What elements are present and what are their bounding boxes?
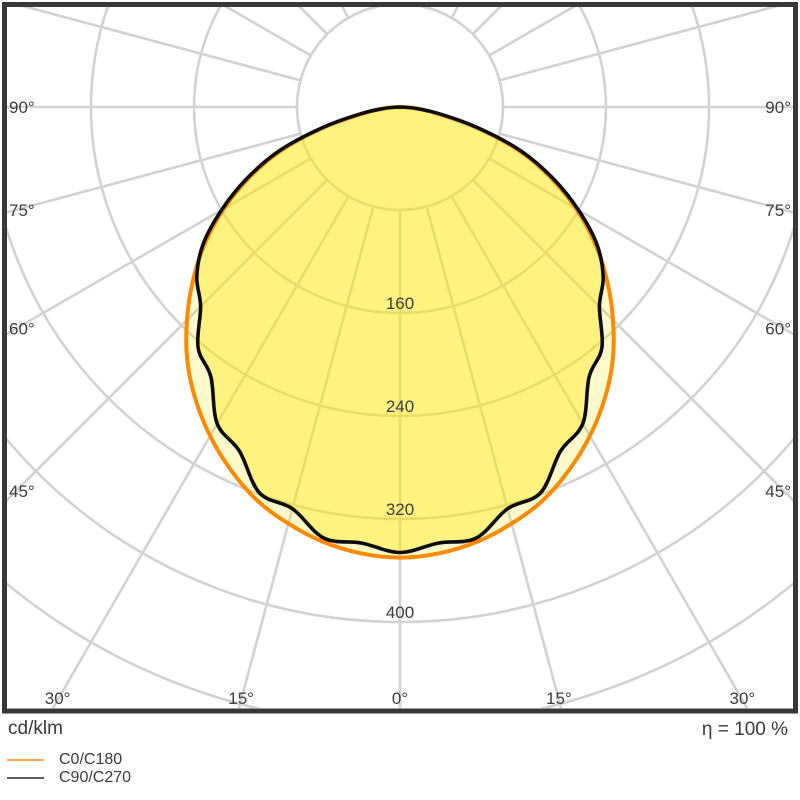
legend: C0/C180 C90/C270 (7, 751, 131, 787)
fill-c90-c270 (196, 107, 604, 553)
grid-spoke (488, 7, 576, 57)
curve-fills (186, 107, 614, 558)
chart-labels: 160 240 320 400 90° 90° 75° 75° 60° 60° 45° 45° 30° 1… (9, 98, 791, 708)
angle-label-bottom-0: 30° (45, 689, 71, 708)
angle-label-right-90: 90° (765, 98, 791, 117)
legend-label: C0/C180 (59, 751, 123, 768)
curve-c90-c270 (194, 105, 606, 555)
legend-item-c0-c180: C0/C180 (7, 751, 131, 768)
angle-label-right-75: 75° (765, 201, 791, 220)
grid-spoke (488, 157, 793, 336)
grid-spoke (450, 195, 749, 708)
legend-item-c90-c270: C90/C270 (7, 769, 131, 786)
legend-line-c0-c180-icon (7, 758, 44, 761)
legend-line-c90-c270-icon (7, 776, 44, 779)
angle-label-bottom-3: 15° (546, 689, 572, 708)
grid-spoke (7, 132, 301, 214)
angle-label-bottom-2: 0° (392, 689, 408, 708)
grid-spoke (471, 178, 793, 502)
grid-spoke (21, 7, 301, 82)
angle-label-right-60: 60° (765, 320, 791, 339)
angle-label-bottom-1: 15° (228, 689, 254, 708)
angle-label-left-75: 75° (9, 201, 35, 220)
grid-spoke (7, 178, 329, 502)
angle-label-right-45: 45° (765, 482, 791, 501)
grid-spoke (224, 7, 312, 57)
angle-label-left-90: 90° (9, 98, 35, 117)
ring-label-160: 160 (386, 294, 414, 313)
legend-label: C90/C270 (59, 769, 132, 786)
ring-label-240: 240 (386, 397, 414, 416)
ring-label-400: 400 (386, 603, 414, 622)
fill-c0-c180 (186, 107, 614, 558)
ring-label-320: 320 (386, 500, 414, 519)
angle-label-left-60: 60° (9, 320, 35, 339)
grid-spoke (237, 206, 375, 708)
angle-label-bottom-4: 30° (730, 689, 756, 708)
curves (184, 104, 616, 560)
unit-label: cd/klm (8, 718, 63, 739)
angle-label-left-45: 45° (9, 482, 35, 501)
grid-spoke (499, 7, 779, 82)
grid-spoke (51, 195, 350, 708)
chart-frame (2, 2, 798, 714)
grid-spoke (425, 206, 563, 708)
efficiency-label: η = 100 % (701, 719, 788, 740)
grid-spoke (499, 132, 793, 214)
grid-spoke (7, 157, 312, 336)
